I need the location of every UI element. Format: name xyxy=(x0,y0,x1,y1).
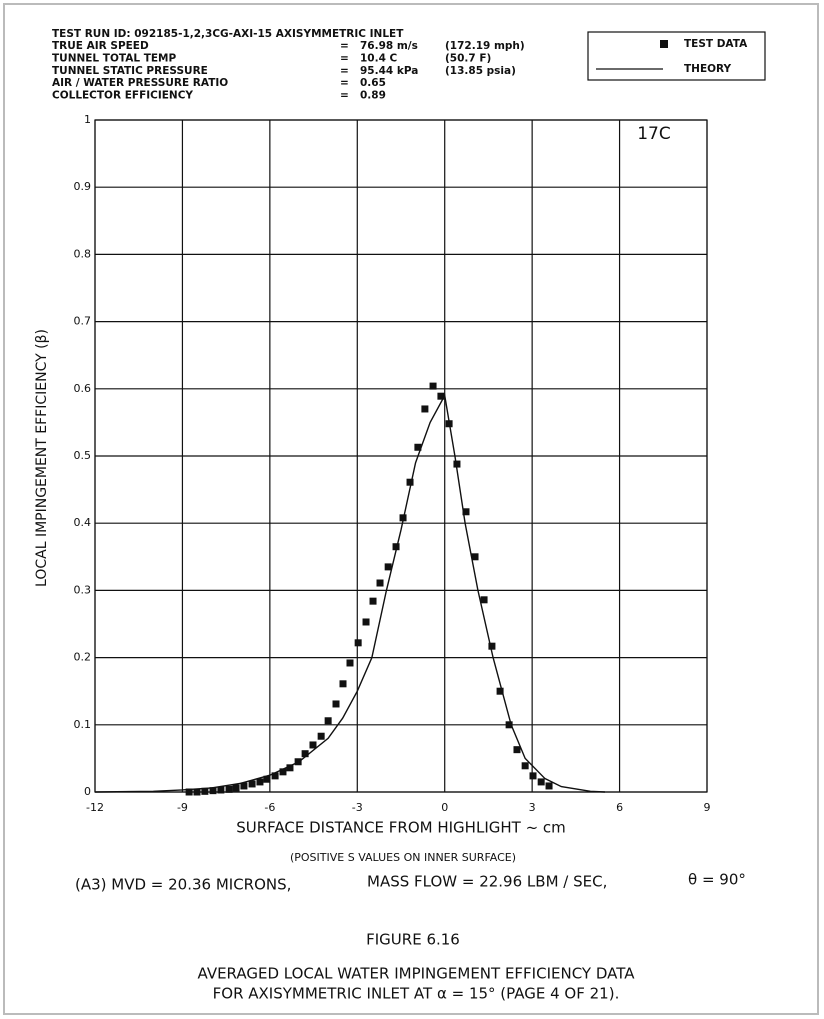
panel-label: 17C xyxy=(637,124,671,144)
y-tick-label: 1 xyxy=(84,113,91,126)
data-point xyxy=(279,768,287,776)
header-field: TUNNEL TOTAL TEMP xyxy=(52,52,176,64)
data-point xyxy=(414,443,422,451)
data-point xyxy=(496,687,504,695)
y-tick-label: 0.3 xyxy=(74,583,92,596)
header-field: 10.4 C xyxy=(360,52,398,64)
page-border xyxy=(3,3,819,1015)
data-point xyxy=(505,721,513,729)
data-point xyxy=(271,772,279,780)
data-point xyxy=(488,642,496,650)
header-field: = xyxy=(340,77,349,89)
header-field: (50.7 F) xyxy=(445,52,491,64)
data-point xyxy=(217,786,225,794)
y-tick-label: 0.5 xyxy=(74,449,92,462)
data-point xyxy=(421,405,429,413)
legend-box xyxy=(587,31,766,81)
data-point xyxy=(193,788,201,796)
condition: θ = 90° xyxy=(688,871,746,889)
header-field: 0.65 xyxy=(360,77,386,89)
x-tick-label: -12 xyxy=(86,801,104,814)
data-point xyxy=(209,787,217,795)
caption: FOR AXISYMMETRIC INLET AT α = 15° (PAGE … xyxy=(213,985,620,1003)
data-point xyxy=(332,700,340,708)
data-point xyxy=(362,618,370,626)
theory-line xyxy=(94,393,606,793)
data-point xyxy=(225,785,233,793)
y-tick-label: 0.8 xyxy=(74,247,92,260)
data-point xyxy=(248,780,256,788)
condition: MASS FLOW = 22.96 LBM / SEC, xyxy=(367,873,607,891)
data-point xyxy=(462,508,470,516)
figure-number: FIGURE 6.16 xyxy=(366,931,460,949)
header-field: = xyxy=(340,52,349,64)
caption: AVERAGED LOCAL WATER IMPINGEMENT EFFICIE… xyxy=(198,965,636,983)
y-tick-label: 0.6 xyxy=(74,382,92,395)
note: (POSITIVE S VALUES ON INNER SURFACE) xyxy=(290,851,516,864)
legend-marker xyxy=(660,40,668,48)
y-tick-label: 0 xyxy=(84,785,91,798)
data-point xyxy=(286,764,294,772)
header-field: TUNNEL STATIC PRESSURE xyxy=(52,65,208,77)
legend-label: TEST DATA xyxy=(684,38,748,50)
x-tick-label: 9 xyxy=(704,801,711,814)
x-tick-label: 6 xyxy=(616,801,623,814)
data-point xyxy=(256,778,264,786)
data-point xyxy=(232,784,240,792)
header-field: AIR / WATER PRESSURE RATIO xyxy=(52,77,228,89)
header-field: = xyxy=(340,40,349,52)
y-tick-label: 0.9 xyxy=(74,180,92,193)
data-point xyxy=(437,392,445,400)
data-point xyxy=(317,732,325,740)
data-point xyxy=(392,543,400,551)
header-field: 76.98 m/s xyxy=(360,40,418,52)
data-point xyxy=(346,659,354,667)
data-point xyxy=(324,717,332,725)
y-tick-label: 0.1 xyxy=(74,718,92,731)
y-tick-label: 0.4 xyxy=(74,516,92,529)
y-axis-label: LOCAL IMPINGEMENT EFFICIENCY (β) xyxy=(34,329,50,587)
header-field: COLLECTOR EFFICIENCY xyxy=(52,90,193,102)
data-point xyxy=(480,596,488,604)
data-point xyxy=(429,382,437,390)
data-point xyxy=(513,746,521,754)
data-point xyxy=(471,553,479,561)
data-point xyxy=(537,778,545,786)
x-axis-label: SURFACE DISTANCE FROM HIGHLIGHT ~ cm xyxy=(236,819,566,837)
header-title: TEST RUN ID: 092185-1,2,3CG-AXI-15 AXISY… xyxy=(52,28,404,40)
data-point xyxy=(309,741,317,749)
legend-label: THEORY xyxy=(684,63,732,75)
header-field: (172.19 mph) xyxy=(445,40,525,52)
data-point xyxy=(354,639,362,647)
data-point xyxy=(376,579,384,587)
header-field: 95.44 kPa xyxy=(360,65,418,77)
data-point xyxy=(384,563,392,571)
x-tick-label: 3 xyxy=(529,801,536,814)
data-point xyxy=(369,597,377,605)
x-tick-label: 0 xyxy=(441,801,448,814)
condition: (A3) MVD = 20.36 MICRONS, xyxy=(75,876,291,894)
data-point xyxy=(453,460,461,468)
y-tick-label: 0.2 xyxy=(74,651,92,664)
header-field: TRUE AIR SPEED xyxy=(52,40,149,52)
x-tick-label: -9 xyxy=(177,801,188,814)
data-point xyxy=(545,782,553,790)
y-tick-label: 0.7 xyxy=(74,315,92,328)
data-point xyxy=(201,787,209,795)
x-tick-label: -6 xyxy=(264,801,275,814)
data-point xyxy=(185,788,193,796)
data-point xyxy=(240,782,248,790)
x-tick-label: -3 xyxy=(352,801,363,814)
data-point xyxy=(301,750,309,758)
data-point xyxy=(339,680,347,688)
data-point xyxy=(406,478,414,486)
header-field: = xyxy=(340,90,349,102)
header-field: 0.89 xyxy=(360,90,386,102)
data-point xyxy=(521,762,529,770)
header-field: = xyxy=(340,65,349,77)
data-point xyxy=(263,775,271,783)
data-point xyxy=(529,772,537,780)
header-field: (13.85 psia) xyxy=(445,65,516,77)
